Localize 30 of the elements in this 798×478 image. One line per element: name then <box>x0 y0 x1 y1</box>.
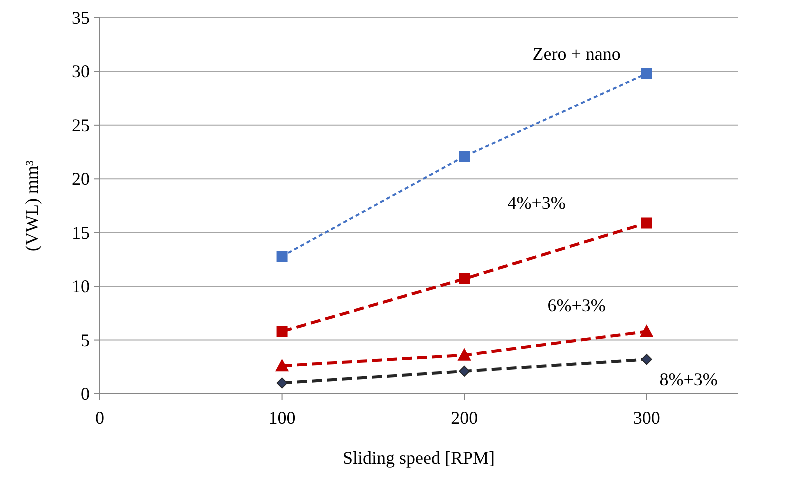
point <box>641 354 652 366</box>
x-tick-label: 100 <box>268 408 296 428</box>
point <box>641 68 652 80</box>
x-tick-label: 300 <box>633 408 660 428</box>
y-tick-label: 35 <box>72 8 90 28</box>
point <box>276 326 288 338</box>
series-label: 6%+3% <box>548 296 606 316</box>
y-tick-label: 5 <box>81 330 90 350</box>
point <box>459 151 470 162</box>
point <box>458 348 472 361</box>
y-tick-label: 10 <box>72 276 90 297</box>
y-tick-label: 15 <box>72 222 90 243</box>
point <box>276 360 289 372</box>
point <box>459 366 470 377</box>
series-label: Zero + nano <box>532 44 621 64</box>
x-tick-label: 0 <box>96 408 104 428</box>
point <box>641 218 652 229</box>
y-tick-label: 0 <box>81 384 90 404</box>
y-tick-label: 25 <box>72 115 90 136</box>
point <box>276 250 288 262</box>
series-label: 8%+3% <box>660 370 718 390</box>
y-tick-label: 30 <box>72 62 90 82</box>
y-tick-label: 20 <box>72 169 90 190</box>
x-tick-label: 200 <box>451 408 478 428</box>
point <box>640 325 654 338</box>
x-axis-title: Sliding speed [RPM] <box>342 448 496 468</box>
point <box>459 274 470 285</box>
series-label: 4%+3% <box>508 193 566 214</box>
point <box>276 378 288 389</box>
y-axis-title: (VWL) mm³ <box>22 160 42 252</box>
